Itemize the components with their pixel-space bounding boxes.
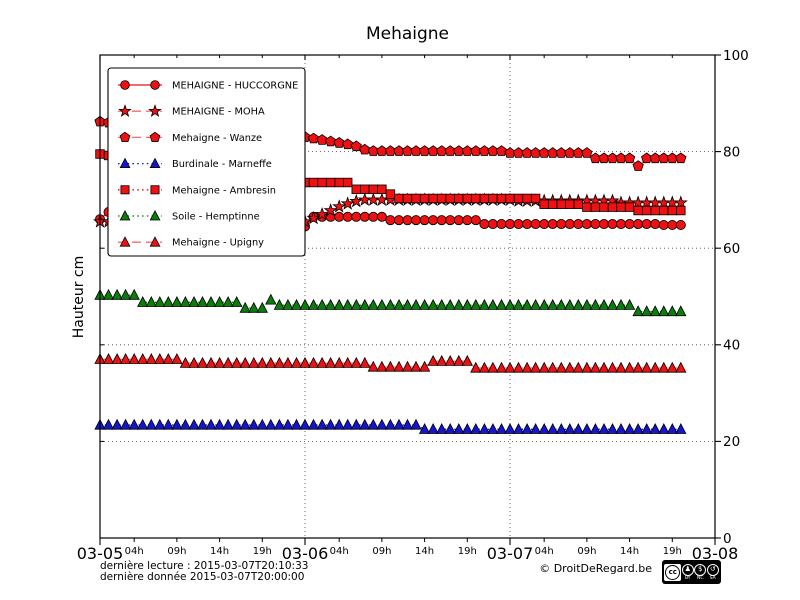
legend: MEHAIGNE - HUCCORGNE MEHAIGNE - MOHA Mehai… [107,67,306,257]
legend-label: Mehaigne - Ambresin [172,185,276,196]
x-hour-label: 14h [415,546,434,557]
x-day-label: 03-07 [487,544,534,563]
legend-item-mehaigne-wanze: Mehaigne - Wanze [118,131,262,144]
x-hour-label: 19h [458,546,477,557]
y-tick-label: 80 [723,144,740,160]
x-hour-label: 09h [577,546,596,557]
legend-label: Soile - Hemptinne [172,212,260,223]
x-hour-label: 04h [125,546,144,557]
legend-label: MEHAIGNE - MOHA [172,107,265,118]
x-hour-label: 19h [253,546,272,557]
legend-label: Mehaigne - Upigny [172,238,264,249]
series-burdinale-marneffe [94,418,687,434]
axis-ticks: 03-05 04h 09h 14h 19h 03-06 04h 09h 14h 19h 03-07 0… [77,48,749,563]
x-hour-label: 09h [167,546,186,557]
last-data-text: dernière donnée 2015-03-07T20:00:00 [100,571,305,583]
x-day-label: 03-05 [77,544,124,563]
license-sa-icon: ↺ SA [706,563,719,581]
series-soile-hemptinne [94,288,687,317]
chart-title: Mehaigne [365,24,450,44]
series-mehaigne-upigny [94,353,687,373]
x-hour-label: 09h [372,546,391,557]
legend-label: Burdinale - Marneffe [172,159,272,170]
y-tick-label: 20 [723,434,740,450]
license-nc-icon: $ NC [694,563,707,581]
legend-item-mehaigne-huccorgne: MEHAIGNE - HUCCORGNE [118,80,298,92]
x-hour-label: 04h [535,546,554,557]
x-hour-label: 04h [330,546,349,557]
y-tick-label: 60 [723,241,740,257]
x-day-label: 03-06 [282,544,329,563]
license-by-icon: ♟ BY [681,563,694,581]
y-tick-label: 100 [723,48,749,64]
x-day-label: 03-08 [692,544,739,563]
last-read-text: dernière lecture : 2015-03-07T20:10:33 [100,560,309,572]
copyright-text: © DroitDeRegard.be [539,562,652,575]
legend-label: MEHAIGNE - HUCCORGNE [172,81,298,92]
x-hour-label: 14h [620,546,639,557]
legend-item-mehaigne-upigny: Mehaigne - Upigny [118,236,264,249]
cc-logo-icon: cc [664,563,682,581]
cc-license-badge: cc ♟ BY $ NC ↺ SA [662,560,721,584]
legend-item-mehaigne-ambresin: Mehaigne - Ambresin [118,185,276,196]
y-axis-label: Hauteur cm [71,255,87,339]
legend-label: Mehaigne - Wanze [172,133,262,144]
y-tick-label: 40 [723,338,740,354]
x-hour-label: 19h [663,546,682,557]
plot-frame [99,54,716,539]
legend-item-mehaigne-moha: MEHAIGNE - MOHA [118,104,265,118]
x-hour-label: 14h [210,546,229,557]
legend-item-soile-hemptinne: Soile - Hemptinne [118,210,260,223]
legend-item-burdinale-marneffe: Burdinale - Marneffe [118,157,272,170]
y-tick-label: 0 [723,531,732,547]
